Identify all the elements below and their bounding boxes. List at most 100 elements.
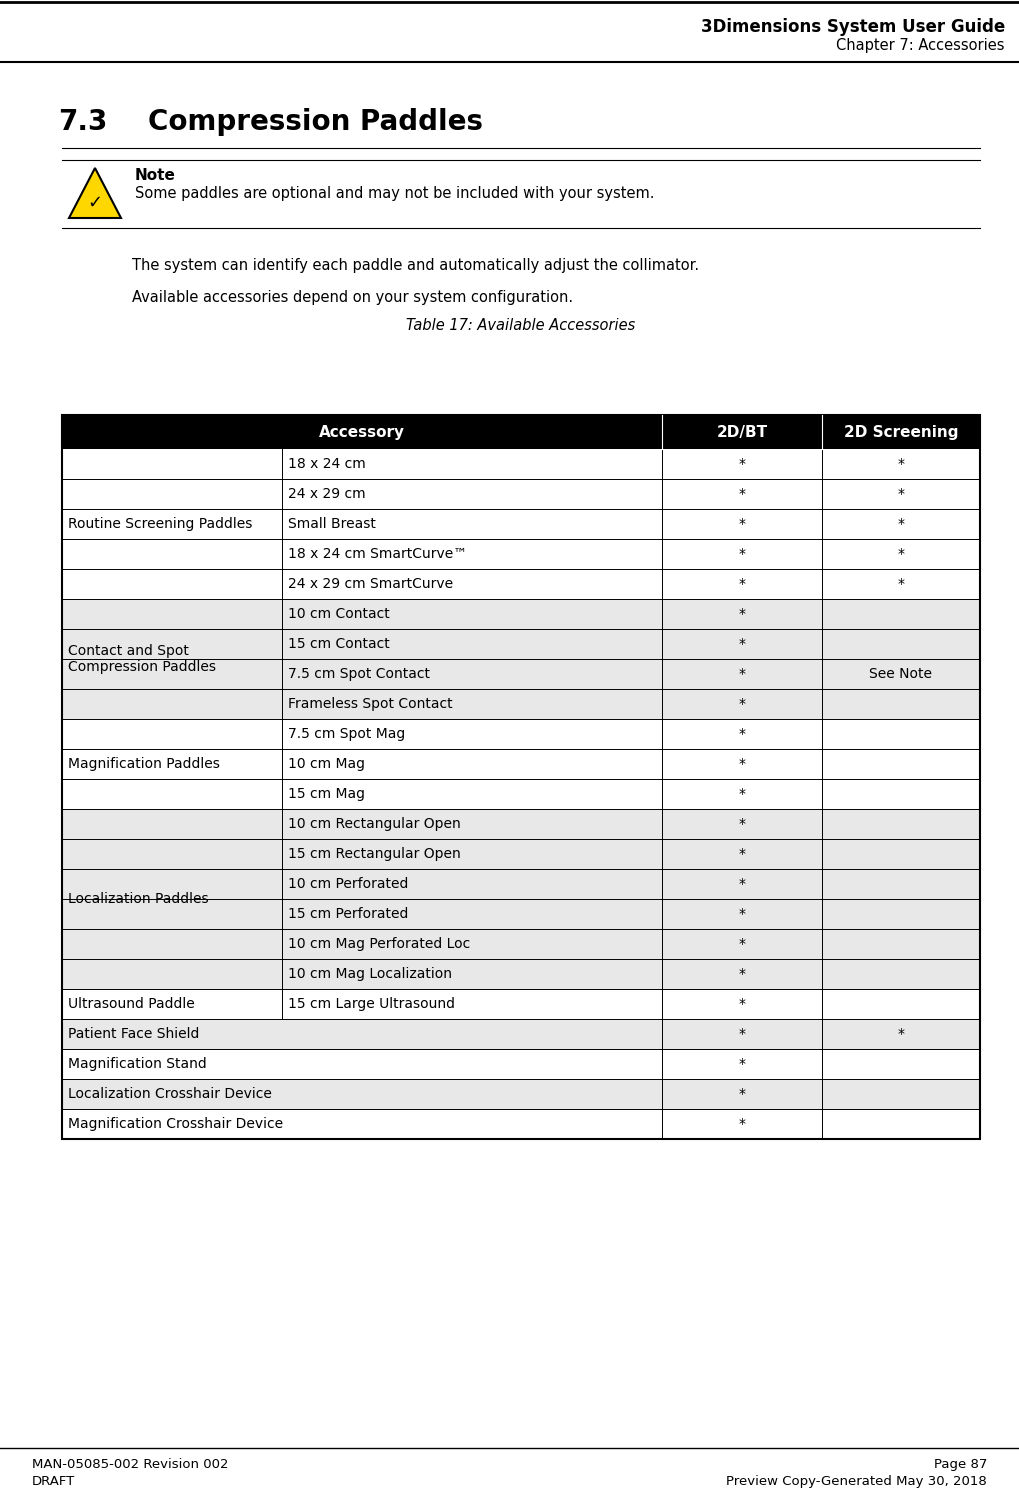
Text: *: * [739, 577, 746, 590]
Text: *: * [739, 877, 746, 892]
Text: Magnification Crosshair Device: Magnification Crosshair Device [68, 1117, 283, 1132]
Bar [62, 748, 980, 778]
Text: *: * [739, 728, 746, 741]
Text: *: * [739, 936, 746, 951]
Bar [62, 869, 980, 899]
Bar [62, 839, 980, 869]
Text: 24 x 29 cm SmartCurve: 24 x 29 cm SmartCurve [288, 577, 453, 590]
Text: *: * [739, 637, 746, 652]
Text: *: * [739, 997, 746, 1011]
Text: 10 cm Mag Perforated Loc: 10 cm Mag Perforated Loc [288, 936, 470, 951]
Bar [62, 1018, 980, 1050]
Bar [62, 689, 980, 719]
Text: 10 cm Contact: 10 cm Contact [288, 607, 389, 620]
Text: 10 cm Mag Localization: 10 cm Mag Localization [288, 968, 452, 981]
Bar [62, 449, 980, 479]
Text: Accessory: Accessory [319, 425, 405, 440]
Text: *: * [739, 757, 746, 771]
Text: Localization Crosshair Device: Localization Crosshair Device [68, 1087, 272, 1100]
Text: Ultrasound Paddle: Ultrasound Paddle [68, 997, 195, 1011]
Text: 15 cm Mag: 15 cm Mag [288, 787, 365, 801]
Text: *: * [739, 696, 746, 711]
Text: 18 x 24 cm SmartCurve™: 18 x 24 cm SmartCurve™ [288, 547, 467, 561]
Bar [62, 719, 980, 748]
Text: Routine Screening Paddles: Routine Screening Paddles [68, 517, 253, 531]
Bar [62, 479, 980, 508]
Text: 3Dimensions System User Guide: 3Dimensions System User Guide [701, 18, 1005, 36]
Text: Table 17: Available Accessories: Table 17: Available Accessories [407, 318, 636, 332]
Text: 18 x 24 cm: 18 x 24 cm [288, 458, 366, 471]
Bar [62, 1050, 980, 1079]
Text: ✓: ✓ [88, 194, 103, 212]
Bar [62, 1079, 980, 1109]
Text: 2D Screening: 2D Screening [844, 425, 958, 440]
Text: *: * [898, 488, 905, 501]
Bar [62, 508, 980, 540]
Text: See Note: See Note [869, 666, 932, 681]
Text: 24 x 29 cm: 24 x 29 cm [288, 488, 366, 501]
Text: *: * [739, 517, 746, 531]
Text: Page 87: Page 87 [933, 1458, 987, 1472]
Text: *: * [739, 666, 746, 681]
Text: Magnification Paddles: Magnification Paddles [68, 757, 220, 771]
Bar [62, 570, 980, 599]
Bar [62, 414, 980, 1139]
Text: *: * [739, 458, 746, 471]
Text: 15 cm Contact: 15 cm Contact [288, 637, 389, 652]
Text: *: * [898, 517, 905, 531]
Bar [62, 414, 980, 449]
Bar [62, 959, 980, 989]
Text: *: * [898, 458, 905, 471]
Text: *: * [739, 607, 746, 620]
Bar [62, 659, 980, 689]
Text: Available accessories depend on your system configuration.: Available accessories depend on your sys… [132, 291, 573, 306]
Text: 2D/BT: 2D/BT [716, 425, 767, 440]
Bar [62, 1109, 980, 1139]
Text: *: * [739, 787, 746, 801]
Text: *: * [739, 1117, 746, 1132]
Text: Magnification Stand: Magnification Stand [68, 1057, 207, 1071]
Text: MAN-05085-002 Revision 002: MAN-05085-002 Revision 002 [32, 1458, 228, 1472]
Text: 10 cm Perforated: 10 cm Perforated [288, 877, 409, 892]
Text: 15 cm Large Ultrasound: 15 cm Large Ultrasound [288, 997, 455, 1011]
Text: Frameless Spot Contact: Frameless Spot Contact [288, 696, 452, 711]
Text: 7.3: 7.3 [58, 107, 107, 136]
Text: 10 cm Mag: 10 cm Mag [288, 757, 365, 771]
Text: Patient Face Shield: Patient Face Shield [68, 1027, 200, 1041]
Text: Compression Paddles: Compression Paddles [148, 107, 483, 136]
Text: Small Breast: Small Breast [288, 517, 376, 531]
Bar [62, 540, 980, 570]
Bar [62, 810, 980, 839]
Text: Chapter 7: Accessories: Chapter 7: Accessories [837, 37, 1005, 54]
Text: Contact and Spot
Compression Paddles: Contact and Spot Compression Paddles [68, 644, 216, 674]
Text: *: * [898, 547, 905, 561]
Text: 7.5 cm Spot Mag: 7.5 cm Spot Mag [288, 728, 406, 741]
Bar [62, 899, 980, 929]
Text: *: * [739, 547, 746, 561]
Text: *: * [739, 488, 746, 501]
Bar [62, 599, 980, 629]
Text: *: * [739, 817, 746, 830]
Text: Preview Copy-Generated May 30, 2018: Preview Copy-Generated May 30, 2018 [727, 1475, 987, 1488]
Text: *: * [739, 1057, 746, 1071]
Text: *: * [739, 1027, 746, 1041]
Text: 7.5 cm Spot Contact: 7.5 cm Spot Contact [288, 666, 430, 681]
Text: The system can identify each paddle and automatically adjust the collimator.: The system can identify each paddle and … [132, 258, 699, 273]
Text: *: * [739, 847, 746, 860]
Text: Note: Note [135, 168, 176, 183]
Text: 15 cm Perforated: 15 cm Perforated [288, 907, 409, 921]
Text: *: * [739, 968, 746, 981]
Text: Some paddles are optional and may not be included with your system.: Some paddles are optional and may not be… [135, 186, 654, 201]
Text: 10 cm Rectangular Open: 10 cm Rectangular Open [288, 817, 461, 830]
Text: DRAFT: DRAFT [32, 1475, 75, 1488]
Text: 15 cm Rectangular Open: 15 cm Rectangular Open [288, 847, 461, 860]
Text: *: * [898, 577, 905, 590]
Bar [62, 929, 980, 959]
Bar [62, 629, 980, 659]
Text: *: * [739, 907, 746, 921]
Text: *: * [898, 1027, 905, 1041]
Text: Localization Paddles: Localization Paddles [68, 892, 209, 907]
Text: *: * [739, 1087, 746, 1100]
Polygon shape [69, 168, 121, 218]
Bar [62, 778, 980, 810]
